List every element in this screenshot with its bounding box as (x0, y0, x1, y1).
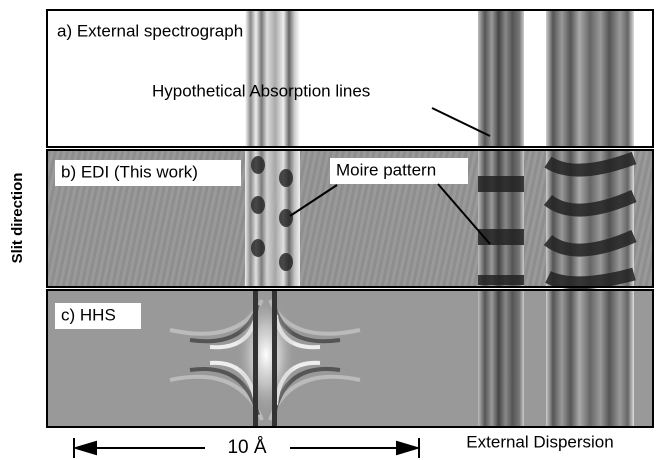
absorption-lines (478, 290, 524, 427)
absorption-lines (546, 10, 634, 147)
annotation: Hypothetical Absorption lines (152, 81, 370, 100)
absorption-lines (245, 10, 300, 147)
scale-label: 10 Å (227, 437, 266, 458)
hhs-center (236, 295, 296, 415)
panel-label: a) External spectrograph (57, 21, 243, 40)
panel-label: b) EDI (This work) (61, 162, 198, 181)
panel-c: c) HHS (47, 290, 653, 427)
x-axis-label: External Dispersion (466, 432, 613, 451)
panel-a: a) External spectrograph Hypothetical Ab… (47, 10, 653, 147)
absorption-line (272, 290, 277, 427)
figure: a) External spectrograph Hypothetical Ab… (0, 0, 662, 460)
annotation: Moire pattern (336, 160, 436, 179)
y-axis-label: Slit direction (9, 173, 26, 264)
absorption-lines (546, 290, 634, 427)
panel-label: c) HHS (61, 305, 116, 324)
absorption-lines (478, 10, 524, 147)
absorption-line (253, 290, 258, 427)
panel-b: b) EDI (This work) Moire pattern (47, 150, 653, 287)
absorption-lines (478, 150, 524, 287)
